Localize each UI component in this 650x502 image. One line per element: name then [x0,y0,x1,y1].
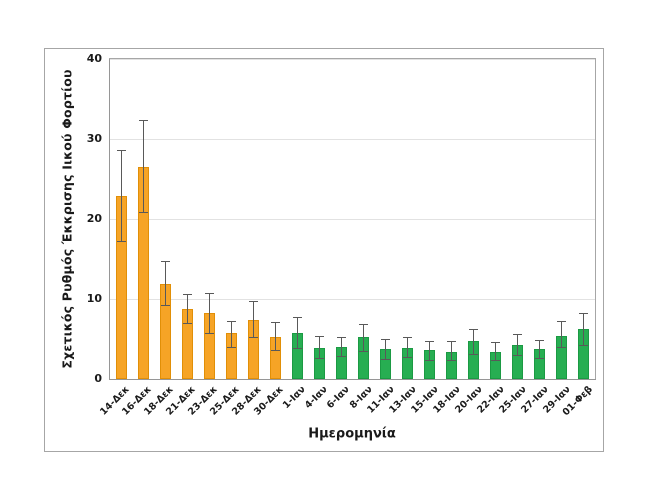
error-bar-cap [292,316,302,318]
error-bar-cap [403,357,413,359]
error-bar-line [208,292,210,334]
error-bar-line [539,339,541,359]
error-bar-cap [204,292,214,294]
error-bar-cap [535,358,545,360]
error-bar-cap [381,359,391,360]
error-bar-cap [557,347,567,348]
error-bar-line [296,316,298,348]
error-bar-cap [160,305,170,307]
error-bar-cap [579,344,589,346]
error-bar-line [583,312,585,345]
error-bar-line [186,294,188,323]
error-bar-cap [226,347,236,348]
error-bar-line [274,322,276,351]
y-tick-label: 10 [86,292,102,305]
chart-frame [44,48,604,452]
y-tick-label: 0 [94,372,102,385]
y-axis-line [109,59,110,380]
plot-border [595,59,596,380]
error-bar-cap [381,339,391,340]
error-bar-cap [116,150,126,152]
y-tick-label: 20 [86,212,102,225]
error-bar-cap [425,359,435,361]
error-bar-line [517,334,519,355]
error-bar-cap [248,336,258,338]
error-bar-cap [447,341,457,343]
error-bar-cap [359,351,369,352]
error-bar-cap [270,322,280,324]
error-bar-line [252,301,254,337]
error-bar-cap [557,321,567,323]
error-bar-line [385,339,387,359]
error-bar-cap [513,334,523,336]
x-axis-line [109,379,596,380]
error-bar-cap [469,328,479,330]
x-axis-title: Ημερομηνία [308,426,396,442]
gridline [110,299,595,300]
error-bar-cap [359,323,369,325]
error-bar-cap [314,358,324,360]
error-bar-cap [182,323,192,324]
error-bar-cap [138,211,148,213]
y-tick-label: 40 [86,52,102,65]
error-bar-cap [204,333,214,335]
error-bar-cap [447,359,457,361]
error-bar-cap [336,337,346,339]
error-bar-cap [491,342,501,344]
error-bar-cap [535,339,545,341]
error-bar-cap [138,119,148,121]
gridline [110,219,595,220]
error-bar-line [495,342,497,360]
gridline [110,59,595,60]
error-bar-line [230,320,232,347]
error-bar-line [120,150,122,242]
error-bar-line [363,323,365,351]
error-bar-cap [579,312,589,314]
y-tick-label: 30 [86,132,102,145]
error-bar-line [429,340,431,360]
error-bar-cap [491,359,501,361]
error-bar-cap [182,294,192,296]
error-bar-line [473,328,475,355]
plot-border [109,58,596,59]
error-bar-line [340,337,342,356]
error-bar-cap [403,336,413,338]
error-bar-cap [292,347,302,349]
error-bar-line [164,260,166,306]
error-bar-cap [469,354,479,356]
error-bar-cap [160,260,170,262]
error-bar-cap [248,301,258,303]
error-bar-line [561,321,563,347]
error-bar-line [318,335,320,359]
plot-area [109,58,596,380]
error-bar-cap [116,241,126,243]
error-bar-cap [513,355,523,356]
error-bar-cap [226,320,236,322]
error-bar-cap [270,350,280,352]
error-bar-line [451,341,453,360]
error-bar-cap [425,340,435,342]
error-bar-line [407,336,409,358]
error-bar-cap [314,335,324,337]
error-bar-line [142,119,144,212]
gridline [110,139,595,140]
error-bar-cap [336,355,346,357]
